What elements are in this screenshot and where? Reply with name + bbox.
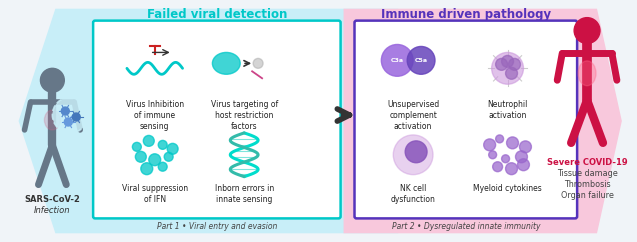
Circle shape [517, 159, 529, 171]
Ellipse shape [45, 110, 61, 130]
Circle shape [164, 152, 173, 161]
Circle shape [508, 58, 520, 70]
Circle shape [574, 18, 600, 44]
Circle shape [496, 58, 508, 70]
Circle shape [506, 163, 517, 175]
Circle shape [405, 141, 427, 163]
Text: C5a: C5a [415, 58, 427, 63]
Text: Organ failure: Organ failure [561, 190, 613, 200]
Text: Part 2 • Dysregulated innate immunity: Part 2 • Dysregulated innate immunity [392, 222, 540, 231]
Text: C3a: C3a [390, 58, 404, 63]
Circle shape [520, 141, 531, 153]
Circle shape [506, 137, 519, 149]
Circle shape [167, 143, 178, 154]
Text: Immune driven pathology: Immune driven pathology [381, 8, 551, 21]
Ellipse shape [578, 61, 596, 86]
Text: Virus targeting of
host restriction
factors: Virus targeting of host restriction fact… [211, 100, 278, 131]
Circle shape [40, 68, 64, 92]
Text: Severe COVID-19: Severe COVID-19 [547, 158, 627, 167]
Circle shape [407, 46, 435, 74]
Circle shape [253, 58, 263, 68]
Circle shape [158, 162, 167, 171]
Circle shape [135, 151, 147, 162]
Text: SARS-CoV-2: SARS-CoV-2 [24, 195, 80, 204]
Polygon shape [343, 9, 622, 233]
Circle shape [149, 154, 161, 166]
Circle shape [489, 151, 497, 159]
Text: Virus Inhibition
of immune
sensing: Virus Inhibition of immune sensing [125, 100, 184, 131]
Text: Infection: Infection [34, 206, 71, 215]
Circle shape [132, 142, 141, 151]
Text: Inborn errors in
innate sensing: Inborn errors in innate sensing [215, 184, 274, 204]
Polygon shape [18, 9, 398, 233]
Circle shape [72, 113, 80, 121]
Text: Failed viral detection: Failed viral detection [147, 8, 287, 21]
Circle shape [141, 163, 153, 175]
Circle shape [143, 136, 154, 146]
Circle shape [501, 55, 513, 67]
Text: NK cell
dysfunction: NK cell dysfunction [390, 184, 436, 204]
FancyBboxPatch shape [93, 21, 341, 218]
Circle shape [52, 97, 88, 133]
Text: Thrombosis: Thrombosis [564, 180, 610, 189]
Text: Tissue damage: Tissue damage [557, 169, 617, 178]
Circle shape [492, 53, 524, 84]
Text: Viral suppression
of IFN: Viral suppression of IFN [122, 184, 188, 204]
FancyBboxPatch shape [355, 21, 577, 218]
Circle shape [506, 67, 517, 79]
Circle shape [515, 151, 527, 163]
Circle shape [64, 118, 72, 126]
Text: Unsupervised
complement
activation: Unsupervised complement activation [387, 100, 440, 131]
Text: Neutrophil
activation: Neutrophil activation [487, 100, 527, 120]
Circle shape [158, 140, 167, 149]
Circle shape [501, 155, 510, 163]
Circle shape [483, 139, 496, 151]
Circle shape [496, 135, 504, 143]
Circle shape [492, 162, 503, 172]
Circle shape [393, 135, 433, 175]
Ellipse shape [212, 53, 240, 74]
Text: Part 1 • Viral entry and evasion: Part 1 • Viral entry and evasion [157, 222, 277, 231]
Circle shape [61, 107, 69, 115]
Text: Myeloid cytokines: Myeloid cytokines [473, 184, 542, 193]
Circle shape [382, 45, 413, 76]
